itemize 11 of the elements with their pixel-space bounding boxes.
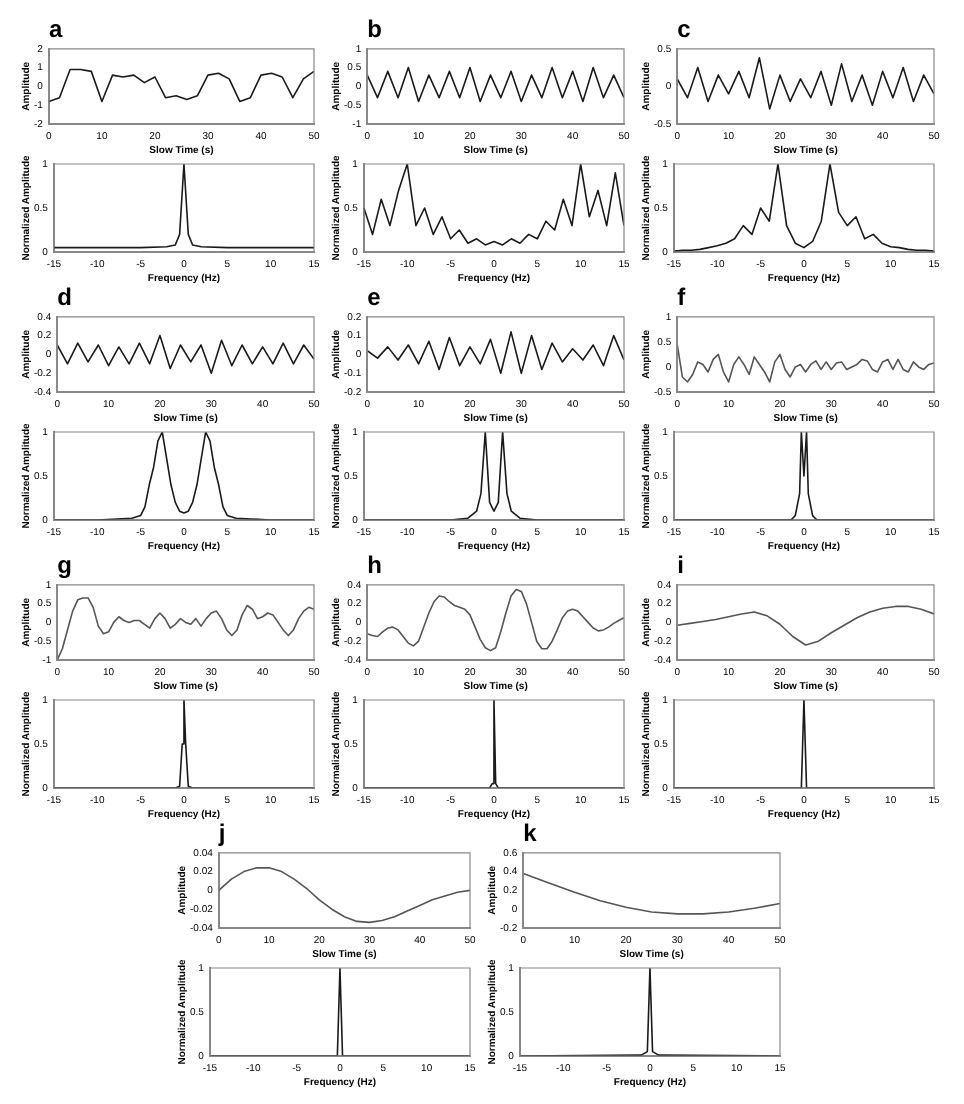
- chart-title: j: [215, 819, 225, 848]
- chart-title: c: [677, 15, 692, 44]
- chart-title: k: [522, 819, 537, 848]
- chart-title: a: [48, 15, 63, 44]
- chart-title: h: [367, 551, 382, 580]
- chart-title: d: [57, 283, 72, 312]
- chart-title: i: [677, 551, 684, 580]
- chart-title: e: [367, 283, 382, 312]
- chart-title: f: [677, 283, 688, 312]
- chart-title: g: [57, 551, 72, 580]
- chart-title: b: [367, 15, 382, 44]
